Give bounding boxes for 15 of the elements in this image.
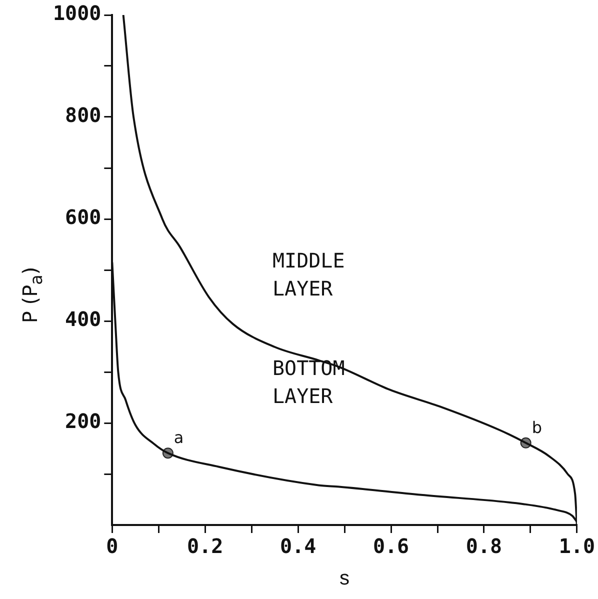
x-tick-label: 0.2 — [187, 534, 224, 558]
y-tick-label: 400 — [65, 307, 102, 332]
y-tick-label: 200 — [65, 409, 102, 434]
annotation: b — [532, 418, 542, 437]
y-tick-label: 600 — [65, 205, 102, 230]
x-tick-label: 1.0 — [558, 534, 595, 558]
y-tick-label: 800 — [65, 103, 102, 128]
x-tick-label: 0.8 — [466, 534, 502, 558]
x-tick-label: 0 — [106, 534, 118, 558]
annotation: a — [174, 428, 184, 448]
x-tick-label: 0.6 — [372, 534, 410, 558]
x-tick-label: 0.4 — [280, 534, 316, 558]
x-axis-title: s — [340, 568, 350, 590]
annotation: MIDDLE LAYER — [272, 248, 345, 300]
y-tick-label: 1000 — [52, 1, 102, 26]
